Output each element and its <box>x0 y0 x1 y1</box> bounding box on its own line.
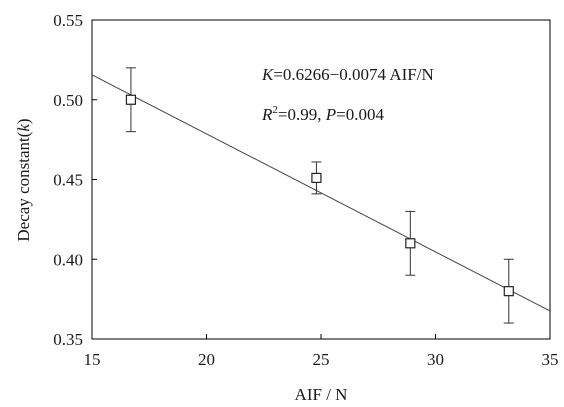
fit-line-layer <box>91 74 551 312</box>
equation-var: K <box>261 65 275 84</box>
y-axis-title-suffix: ) <box>14 118 33 124</box>
x-ticks: 15 20 25 30 35 <box>84 334 559 369</box>
data-point <box>503 286 514 297</box>
y-tick-label: 0.55 <box>53 11 83 30</box>
data-point <box>311 172 322 184</box>
y-tick-label: 0.35 <box>53 330 83 349</box>
r2-var: R <box>261 105 273 124</box>
x-axis-title: AIF / N <box>295 385 348 404</box>
y-tick-label: 0.40 <box>53 250 83 269</box>
error-bars-layer <box>125 67 514 324</box>
r2-rest: =0.99, <box>278 105 326 124</box>
data-point <box>125 94 137 105</box>
x-tick-label: 25 <box>313 350 330 369</box>
data-point <box>405 238 416 249</box>
x-tick-label: 30 <box>427 350 444 369</box>
p-var: P <box>325 105 336 124</box>
y-tick-label: 0.45 <box>53 171 83 190</box>
y-axis-title-var: k <box>14 124 33 132</box>
y-ticks: 0.35 0.40 0.45 0.50 0.55 <box>53 11 97 349</box>
x-tick-label: 20 <box>198 350 215 369</box>
regression-line <box>91 74 551 312</box>
y-axis-title-prefix: Decay constant( <box>14 131 33 241</box>
r2-sup: 2 <box>272 104 278 116</box>
equation-rest: =0.6266−0.0074 AIF/N <box>273 65 433 84</box>
p-rest: =0.004 <box>336 105 384 124</box>
x-tick-label: 35 <box>542 350 559 369</box>
x-tick-label: 15 <box>84 350 101 369</box>
equation-annotation: K=0.6266−0.0074 AIF/N <box>261 65 434 84</box>
y-tick-label: 0.50 <box>53 91 83 110</box>
y-axis-title: Decay constant(k) <box>14 118 33 241</box>
r2-annotation: R2=0.99, P=0.004 <box>261 104 384 124</box>
markers-layer <box>125 94 514 297</box>
